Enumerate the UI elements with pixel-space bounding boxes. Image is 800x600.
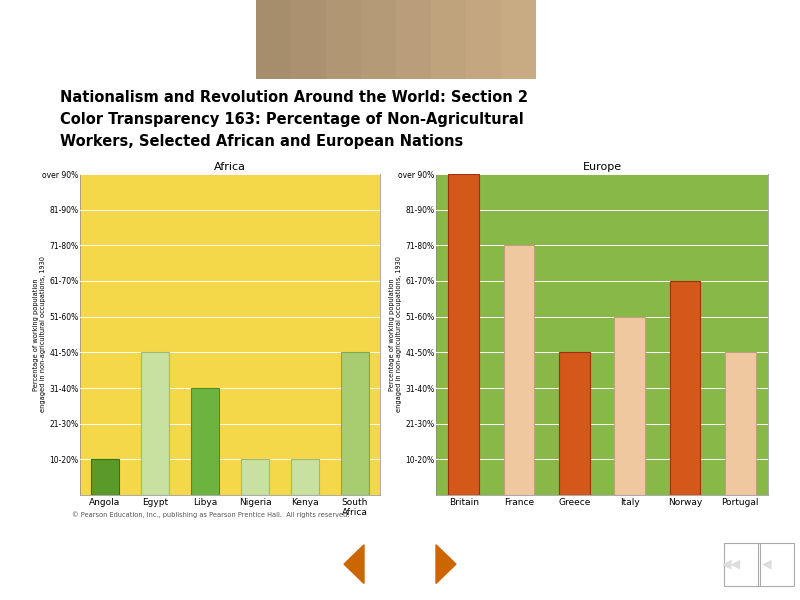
Bar (142, 352, 169, 495)
Text: PRESENTATION EXPRESS: PRESENTATION EXPRESS (534, 24, 782, 42)
FancyBboxPatch shape (466, 0, 501, 79)
Bar (342, 352, 369, 495)
Title: Europe: Europe (582, 162, 622, 172)
FancyBboxPatch shape (361, 0, 396, 79)
Bar (242, 460, 269, 495)
FancyBboxPatch shape (326, 0, 361, 79)
Text: ◀: ◀ (762, 557, 771, 571)
FancyBboxPatch shape (256, 0, 291, 79)
Text: © Pearson Education, Inc., publishing as Pearson Prentice Hall.  All rights rese: © Pearson Education, Inc., publishing as… (72, 511, 350, 518)
Bar (725, 352, 755, 495)
FancyBboxPatch shape (291, 0, 326, 79)
FancyBboxPatch shape (501, 0, 536, 79)
Bar (91, 460, 118, 495)
Y-axis label: Percentage of working population
engaged in non-agricultural occupations, 1930: Percentage of working population engaged… (33, 257, 46, 413)
Polygon shape (344, 545, 364, 583)
Bar (291, 460, 318, 495)
Bar (449, 174, 479, 495)
Title: Africa: Africa (214, 162, 246, 172)
Bar (504, 245, 534, 495)
Polygon shape (436, 545, 456, 583)
Bar (670, 281, 700, 495)
Text: Nationalism and Revolution Around the World: Section 2
Color Transparency 163: P: Nationalism and Revolution Around the Wo… (60, 91, 528, 149)
Text: 4 of 7: 4 of 7 (376, 557, 424, 572)
Text: WORLD: WORLD (20, 16, 171, 50)
FancyBboxPatch shape (431, 0, 466, 79)
Text: ◀◀: ◀◀ (722, 557, 742, 571)
Y-axis label: Percentage of working population
engaged in non-agricultural occupations, 1930: Percentage of working population engaged… (389, 257, 402, 413)
Text: HISTORY: HISTORY (140, 26, 215, 41)
Bar (614, 317, 645, 495)
Bar (559, 352, 590, 495)
Bar (191, 388, 218, 495)
FancyBboxPatch shape (396, 0, 431, 79)
